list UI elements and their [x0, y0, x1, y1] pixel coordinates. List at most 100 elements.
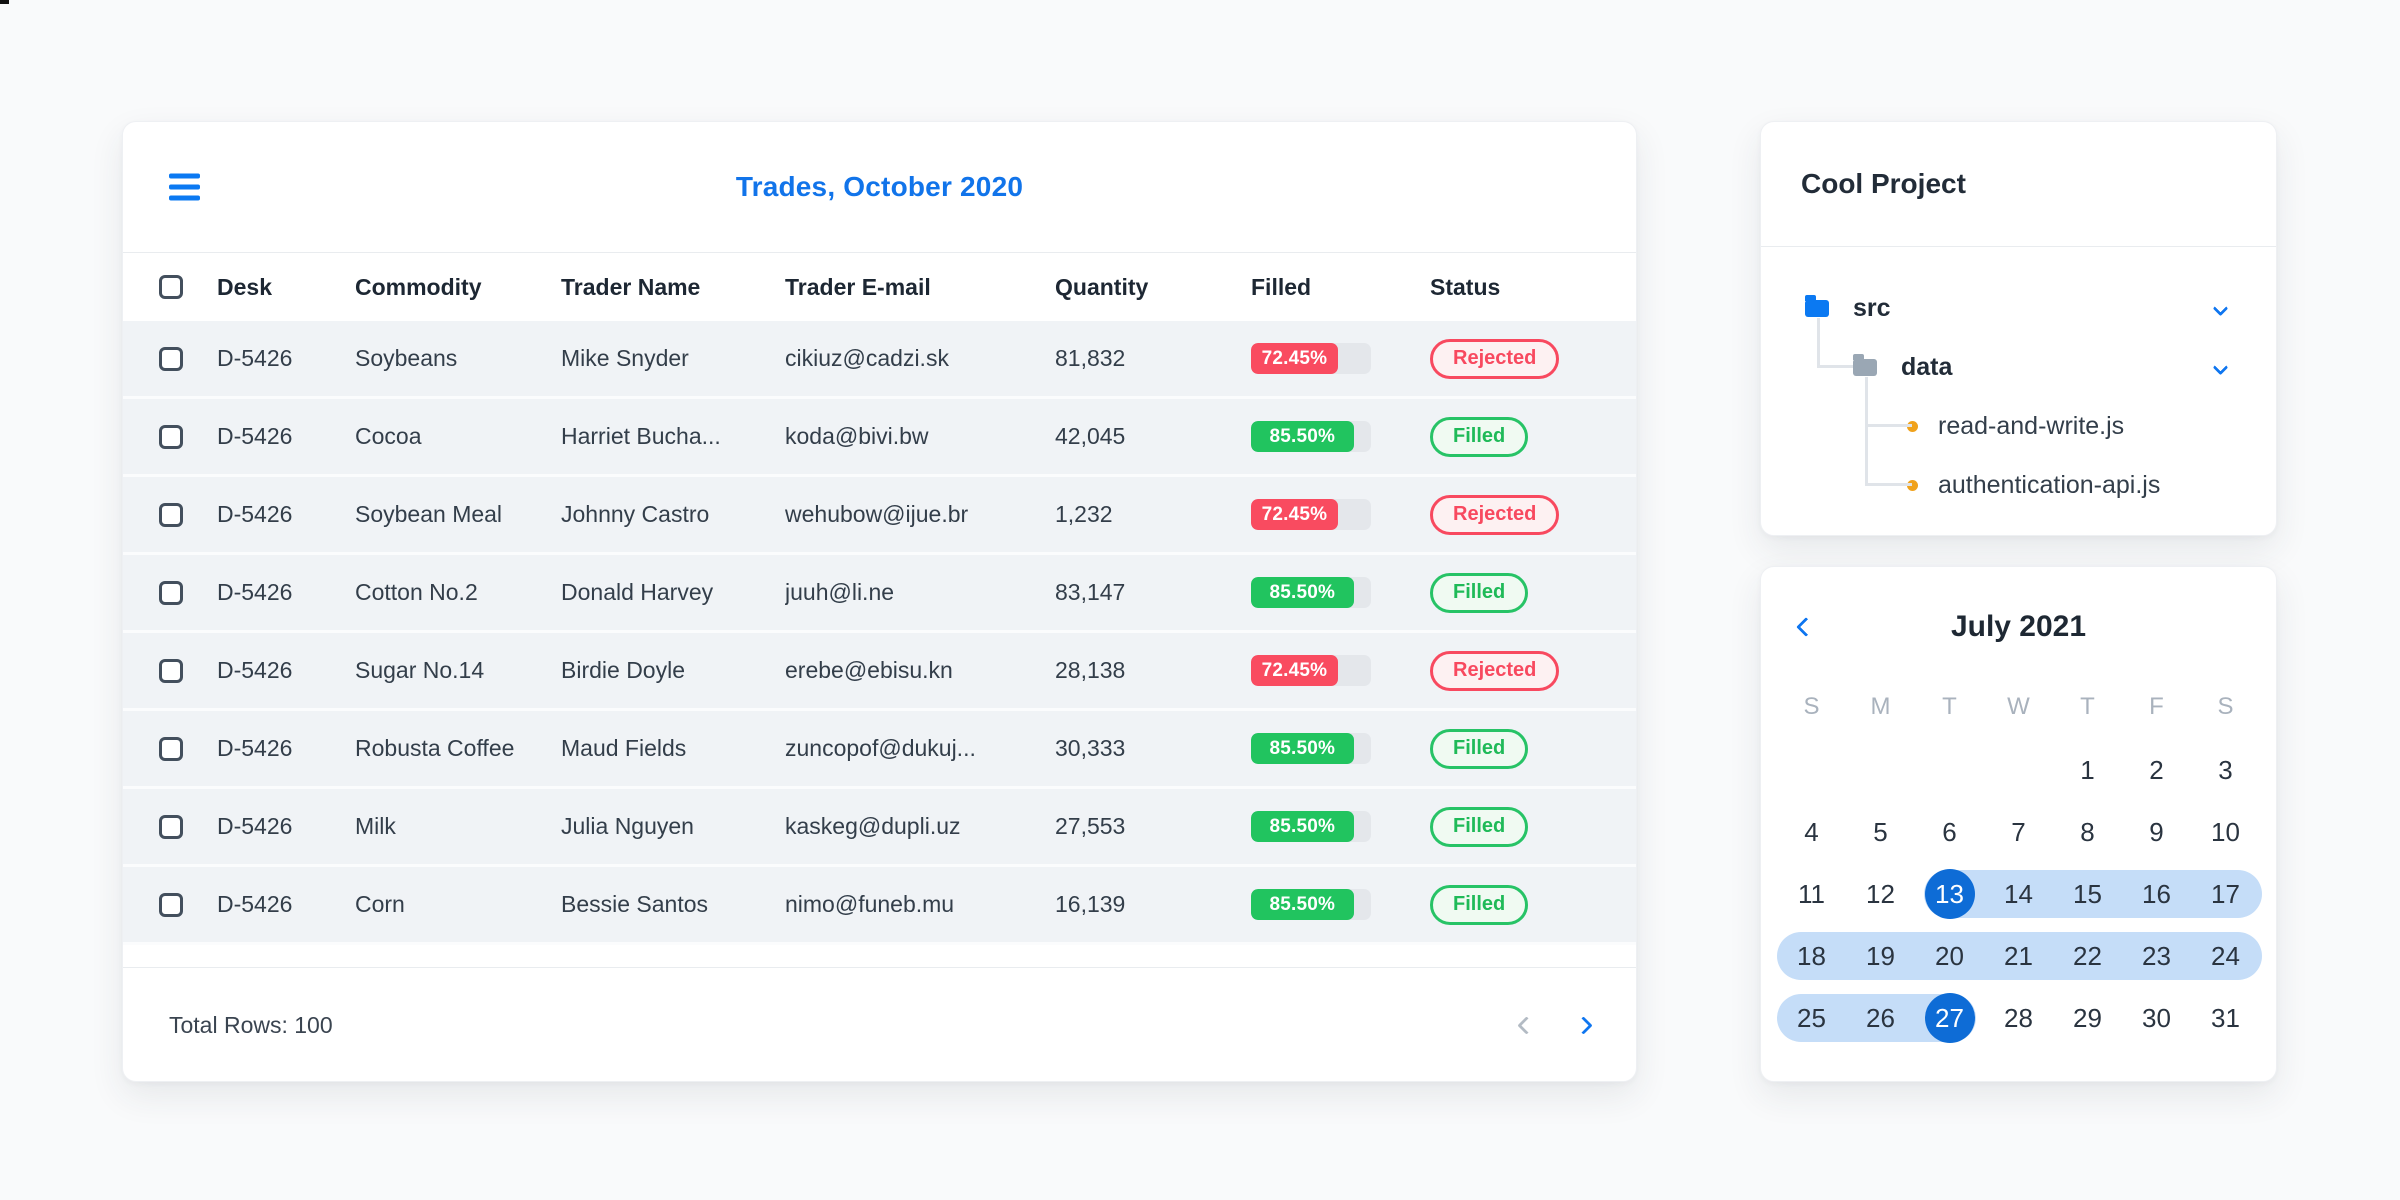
calendar-day[interactable]: 7 — [2011, 816, 2026, 847]
status-badge[interactable]: Filled — [1430, 806, 1529, 847]
chevron-down-icon[interactable] — [2212, 300, 2229, 317]
cell-commodity: Soybeans — [355, 345, 458, 371]
row-checkbox[interactable] — [159, 658, 183, 683]
calendar-day[interactable]: 20 — [1935, 940, 1964, 971]
calendar-day[interactable]: 2 — [2149, 754, 2164, 785]
status-badge[interactable]: Rejected — [1430, 494, 1560, 535]
calendar-day[interactable]: 28 — [2004, 1002, 2033, 1033]
table-header-row: Desk Commodity Trader Name Trader E-mail… — [123, 253, 1636, 321]
calendar-day[interactable]: 15 — [2073, 878, 2102, 909]
calendar-day[interactable]: 21 — [2004, 940, 2033, 971]
calendar-day[interactable]: 19 — [1866, 940, 1895, 971]
calendar-day[interactable]: 30 — [2142, 1002, 2171, 1033]
column-header-commodity: Commodity — [355, 273, 482, 300]
cell-commodity: Soybean Meal — [355, 501, 503, 527]
tree-item-authentication-api-js[interactable]: authentication-api.js — [1761, 456, 2276, 515]
status-badge[interactable]: Filled — [1430, 416, 1529, 457]
select-all-checkbox[interactable] — [159, 275, 183, 299]
tree-item-label: read-and-write.js — [1938, 412, 2125, 440]
row-checkbox[interactable] — [159, 814, 183, 839]
calendar-day[interactable]: 5 — [1873, 816, 1888, 847]
calendar-day[interactable]: 23 — [2142, 940, 2171, 971]
calendar-day[interactable]: 8 — [2080, 816, 2095, 847]
tree-connector — [1865, 377, 1912, 427]
next-page-icon[interactable] — [1574, 1015, 1593, 1035]
row-checkbox[interactable] — [159, 736, 183, 761]
calendar-day[interactable]: 22 — [2073, 940, 2102, 971]
cell-quantity: 42,045 — [1055, 423, 1126, 449]
calendar-day[interactable]: 27 — [1915, 993, 1984, 1043]
weekday-label: W — [2007, 693, 2030, 720]
filled-progress-bar: 72.45% — [1251, 499, 1371, 530]
project-card: Cool Project src data read-and-write.js aut… — [1760, 121, 2277, 536]
table-row: D-5426 Robusta Coffee Maud Fields zuncopof@… — [123, 711, 1636, 789]
calendar-day[interactable]: 9 — [2149, 816, 2164, 847]
calendar-day[interactable]: 24 — [2211, 940, 2240, 971]
previous-month-icon[interactable] — [1796, 617, 1816, 637]
selected-range-band — [1777, 932, 2262, 980]
calendar-day[interactable]: 29 — [2073, 1002, 2102, 1033]
calendar-day[interactable]: 11 — [1798, 878, 1825, 909]
tree-item-data[interactable]: data — [1761, 338, 2276, 397]
filled-progress-value: 85.50% — [1251, 811, 1354, 842]
row-checkbox[interactable] — [159, 502, 183, 527]
cell-trader-name: Julia Nguyen — [561, 813, 694, 839]
cell-commodity: Milk — [355, 813, 396, 839]
filled-progress-value: 85.50% — [1251, 577, 1354, 608]
calendar-day[interactable]: 6 — [1942, 816, 1957, 847]
status-badge[interactable]: Filled — [1430, 728, 1529, 769]
calendar-week-row: 18 19 20 21 22 23 24 — [1777, 925, 2262, 987]
status-badge[interactable]: Filled — [1430, 572, 1529, 613]
calendar-day[interactable]: 16 — [2142, 878, 2171, 909]
tree-connector — [1817, 318, 1853, 368]
weekday-label: S — [2217, 693, 2234, 720]
filled-progress-value: 72.45% — [1251, 343, 1338, 374]
calendar-day[interactable]: 1 — [2080, 754, 2095, 785]
cell-quantity: 16,139 — [1055, 891, 1126, 917]
calendar-day[interactable]: 17 — [2211, 878, 2240, 909]
table-row: D-5426 Milk Julia Nguyen kaskeg@dupli.uz 27,… — [123, 789, 1636, 867]
trades-card: Trades, October 2020 Desk Commodity Trad… — [122, 121, 1637, 1082]
column-header-filled: Filled — [1251, 273, 1312, 300]
total-rows-label: Total Rows: 100 — [169, 1011, 333, 1038]
row-checkbox[interactable] — [159, 346, 183, 371]
cell-trader-email: zuncopof@dukuj... — [785, 735, 976, 761]
cell-desk: D-5426 — [217, 579, 293, 605]
menu-icon[interactable] — [169, 173, 200, 201]
folder-icon — [1805, 295, 1829, 317]
selected-day[interactable]: 13 — [1924, 869, 1975, 919]
table-row: D-5426 Cotton No.2 Donald Harvey juuh@li.ne… — [123, 555, 1636, 633]
previous-page-icon[interactable] — [1517, 1015, 1536, 1035]
cell-trader-name: Harriet Bucha... — [561, 423, 721, 449]
table-row: D-5426 Corn Bessie Santos nimo@funeb.mu 16,1… — [123, 867, 1636, 945]
filled-progress-value: 85.50% — [1251, 889, 1354, 920]
selected-day[interactable]: 27 — [1924, 993, 1975, 1043]
calendar-day[interactable]: 3 — [2218, 754, 2233, 785]
cell-quantity: 28,138 — [1055, 657, 1126, 683]
calendar-day[interactable]: 12 — [1866, 878, 1895, 909]
tree-item-src[interactable]: src — [1761, 279, 2276, 338]
calendar-day[interactable]: 14 — [2004, 878, 2033, 909]
calendar-day[interactable]: 25 — [1797, 1002, 1826, 1033]
status-badge[interactable]: Rejected — [1430, 338, 1560, 379]
project-card-header: Cool Project — [1761, 122, 2276, 247]
filled-progress-bar: 85.50% — [1251, 811, 1371, 842]
chevron-down-icon[interactable] — [2212, 359, 2229, 376]
calendar-day[interactable]: 26 — [1866, 1002, 1895, 1033]
calendar-day[interactable]: 4 — [1804, 816, 1819, 847]
calendar-day[interactable]: 10 — [2211, 816, 2240, 847]
tree-item-read-and-write-js[interactable]: read-and-write.js — [1761, 397, 2276, 456]
table-row: D-5426 Sugar No.14 Birdie Doyle erebe@ebisu… — [123, 633, 1636, 711]
calendar-day[interactable]: 18 — [1797, 940, 1826, 971]
calendar-day[interactable]: 31 — [2211, 1002, 2240, 1033]
status-badge[interactable]: Rejected — [1430, 650, 1560, 691]
row-checkbox[interactable] — [159, 580, 183, 605]
filled-progress-value: 85.50% — [1251, 733, 1354, 764]
calendar-day[interactable]: 13 — [1915, 869, 1984, 919]
weekday-label: T — [2080, 693, 2095, 720]
status-badge[interactable]: Filled — [1430, 884, 1529, 925]
row-checkbox[interactable] — [159, 424, 183, 449]
row-checkbox[interactable] — [159, 892, 183, 917]
tree-item-label: authentication-api.js — [1938, 471, 2161, 499]
